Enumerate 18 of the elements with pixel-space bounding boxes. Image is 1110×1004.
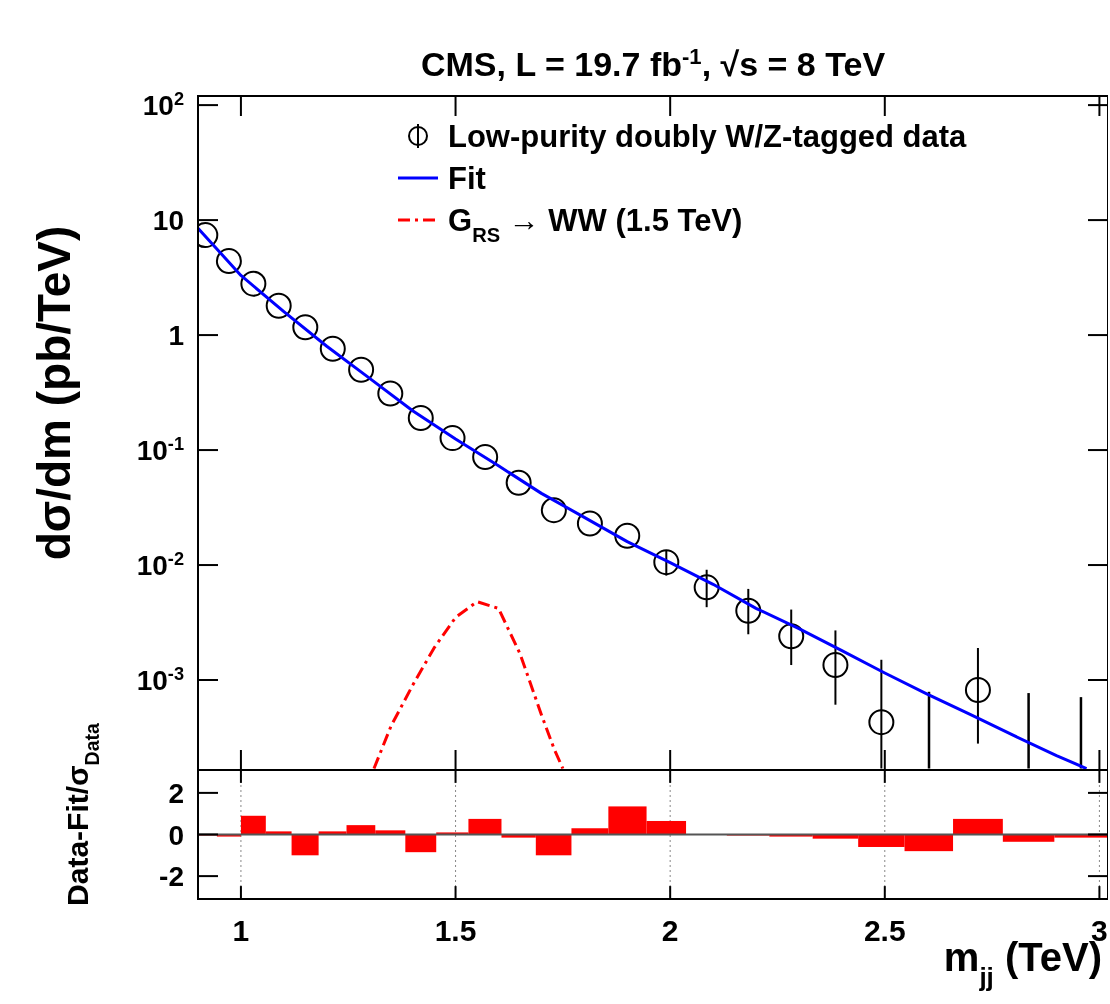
x-tick-label: 1.5 [434,914,477,947]
y-tick-label: 0 [168,819,184,851]
y-tick-label: -2 [159,861,184,893]
y-tick-label: 10$^{-1}$ [136,434,184,467]
y-tick-label: 1 [168,320,184,352]
x-tick-label: 1 [232,914,250,947]
y-tick-label: 2 [168,777,184,809]
legend-label: G$_{RS}$ → WW (1.5 TeV) [448,203,743,246]
y-tick-label: 10 [152,205,184,237]
y-tick-label: 10$^{2}$ [142,89,184,122]
x-tick-label: 2 [661,914,679,947]
y-axis-title: dσ/dm (pb/TeV) [28,225,80,561]
y-tick-label: 10$^{-2}$ [136,549,184,582]
y-tick-label: 10$^{-3}$ [136,664,184,697]
legend-label: Low-purity doubly W/Z-tagged data [448,119,968,154]
legend-label: Fit [448,161,486,196]
chart-title: CMS, L = 19.7 fb$^{-1}$, √s = 8 TeV [420,43,886,83]
x-tick-label: 2.5 [863,914,906,947]
